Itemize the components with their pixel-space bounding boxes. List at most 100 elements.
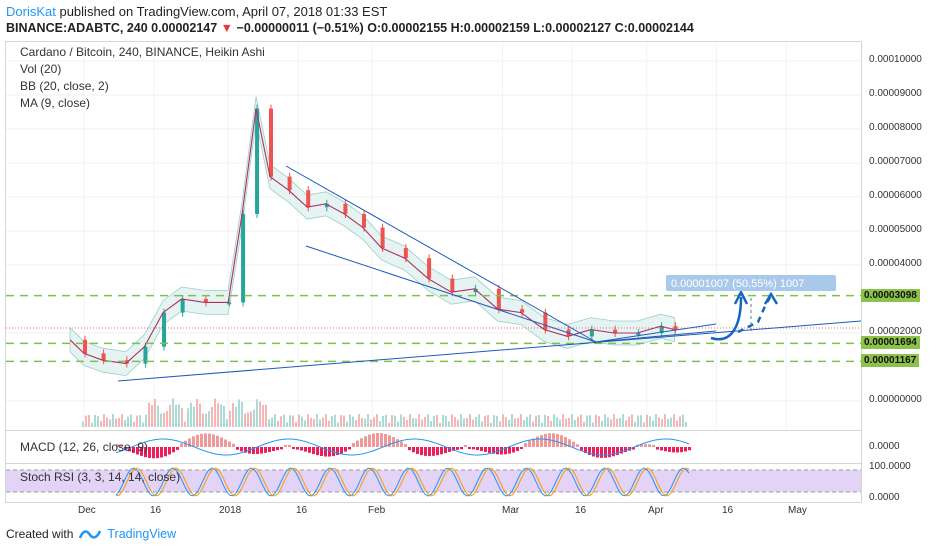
macd-histogram-bar — [460, 447, 463, 450]
macd-histogram-bar — [584, 447, 587, 454]
price-panel[interactable]: 0.00001007 (50.55%) 1007 Cardano / Bitco… — [5, 41, 862, 431]
volume-bar — [601, 420, 603, 427]
volume-bar — [454, 416, 456, 427]
volume-bar — [343, 415, 345, 427]
macd-histogram-bar — [532, 438, 535, 447]
macd-histogram-bar — [660, 447, 663, 451]
candle-body — [343, 203, 348, 214]
volume-bar — [121, 414, 123, 427]
volume-bar — [163, 412, 165, 427]
price-axis[interactable]: 0.00010000 0.00009000 0.00008000 0.00007… — [861, 41, 931, 518]
macd-histogram-bar — [204, 433, 207, 447]
candle-body — [287, 176, 292, 191]
candle-body — [520, 309, 525, 313]
volume-bar — [88, 415, 90, 427]
tradingview-brand[interactable]: TradingView — [107, 527, 177, 541]
macd-histogram-bar — [172, 447, 175, 453]
volume-bar — [556, 417, 558, 427]
volume-bar — [139, 415, 141, 427]
volume-bar — [289, 415, 291, 427]
volume-bar — [202, 413, 204, 427]
macd-histogram-bar — [380, 433, 383, 447]
macd-histogram-bar — [128, 447, 131, 452]
macd-histogram-bar — [376, 433, 379, 447]
volume-bar — [541, 422, 543, 427]
macd-histogram-bar — [324, 447, 327, 457]
legend-stoch: Stoch RSI (3, 3, 14, 14, close) — [20, 470, 181, 484]
macd-histogram-bar — [476, 447, 479, 451]
tradingview-logo-icon[interactable] — [79, 527, 102, 541]
macd-histogram-bar — [624, 447, 627, 453]
volume-bar — [529, 414, 531, 427]
volume-bar — [175, 404, 177, 427]
volume-bar — [148, 402, 150, 427]
volume-bar — [520, 414, 522, 427]
x-tick-label: 16 — [722, 505, 734, 516]
macd-histogram-bar — [264, 447, 267, 453]
volume-bar — [217, 403, 219, 427]
candle-body — [124, 360, 129, 364]
macd-histogram-bar — [176, 447, 179, 450]
candle-body — [83, 339, 87, 354]
legend-ma: MA (9, close) — [20, 96, 91, 110]
volume-bar — [562, 414, 564, 427]
macd-histogram-bar — [372, 433, 375, 447]
volume-bar — [145, 414, 147, 427]
volume-bar — [358, 414, 360, 427]
projection-curve — [710, 296, 743, 341]
volume-bar — [364, 418, 366, 427]
volume-bar — [274, 414, 276, 427]
stoch-panel[interactable]: Stoch RSI (3, 3, 14, 14, close) — [5, 463, 862, 503]
volume-bar — [130, 414, 132, 427]
macd-histogram-bar — [260, 447, 263, 454]
volume-bar — [211, 407, 213, 427]
x-tick-label: May — [788, 505, 807, 516]
macd-histogram-bar — [352, 443, 355, 447]
author-link[interactable]: DorisKat — [6, 4, 56, 19]
volume-bar — [322, 417, 324, 427]
created-with-text: Created with — [6, 527, 74, 541]
volume-bar — [685, 422, 687, 427]
volume-bar — [634, 421, 636, 427]
volume-bar — [127, 416, 129, 427]
volume-bar — [622, 414, 624, 427]
volume-bar — [640, 415, 642, 427]
macd-histogram-bar — [644, 444, 647, 447]
volume-bar — [112, 414, 114, 427]
macd-histogram-bar — [368, 434, 371, 447]
macd-histogram-bar — [640, 444, 643, 447]
x-tick-label: Feb — [368, 505, 386, 516]
macd-histogram-bar — [392, 437, 395, 447]
macd-histogram-bar — [596, 447, 599, 458]
macd-histogram-bar — [224, 439, 227, 447]
x-tick-label: Apr — [648, 505, 664, 516]
volume-bar — [355, 420, 357, 427]
macd-histogram-bar — [420, 447, 423, 456]
macd-histogram-bar — [312, 447, 315, 455]
volume-bar — [532, 421, 534, 427]
volume-bar — [97, 416, 99, 427]
volume-bar — [352, 416, 354, 427]
volume-bar — [673, 414, 675, 427]
macd-histogram-bar — [396, 439, 399, 447]
volume-bar — [106, 417, 108, 427]
macd-histogram-bar — [276, 447, 279, 451]
ohlc-values: O:0.00002155 H:0.00002159 L:0.00002127 C… — [363, 21, 694, 35]
stoch-top-label: 100.0000 — [869, 461, 911, 472]
volume-bar — [346, 421, 348, 427]
candle-body — [269, 108, 273, 177]
macd-panel[interactable]: MACD (12, 26, close, 9) — [5, 430, 862, 464]
macd-histogram-bar — [432, 447, 435, 456]
candle-body — [324, 203, 329, 208]
level-tag: 0.00003098 — [861, 289, 920, 302]
volume-bar — [283, 414, 285, 427]
macd-histogram-bar — [480, 447, 483, 451]
volume-bar — [568, 417, 570, 427]
y-tick-label: 0.00006000 — [869, 190, 922, 201]
macd-histogram-bar — [668, 447, 671, 452]
legend-bb: BB (20, close, 2) — [20, 79, 109, 93]
macd-histogram-bar — [356, 440, 359, 447]
macd-histogram-bar — [348, 447, 351, 450]
volume-bar — [118, 417, 120, 427]
volume-bar — [82, 421, 84, 427]
